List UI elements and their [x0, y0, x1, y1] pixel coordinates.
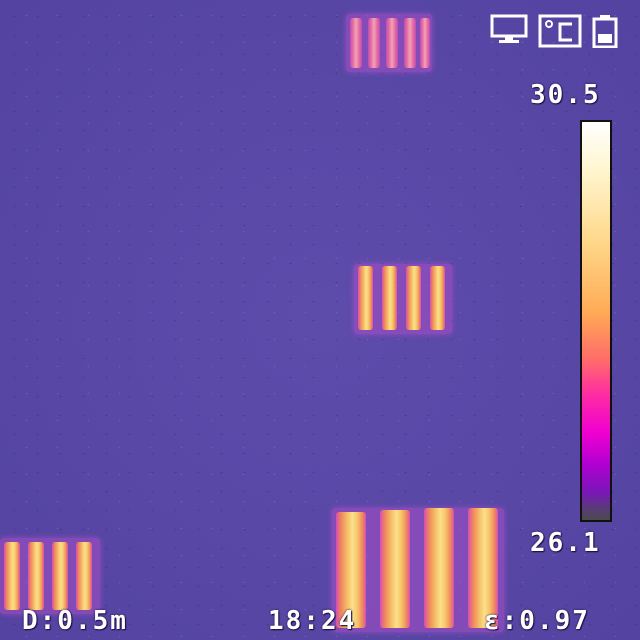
- target-bottom-left-bar-4: [76, 542, 92, 610]
- target-middle-bar-1: [358, 266, 373, 330]
- clock-readout: 18:24: [268, 606, 357, 636]
- celsius-unit-icon[interactable]: [538, 14, 582, 48]
- emissivity-readout: ε:0.97: [484, 606, 590, 636]
- target-top-bar-1: [350, 18, 362, 68]
- monitor-icon[interactable]: [490, 14, 528, 44]
- temperature-color-scale: [580, 120, 612, 522]
- target-bottom-left-bar-3: [52, 542, 68, 610]
- target-middle-bar-4: [430, 266, 445, 330]
- scale-min-temperature: 26.1: [530, 528, 601, 558]
- target-bottom-right-bar-4: [468, 508, 498, 628]
- target-top-bar-5: [420, 18, 430, 68]
- target-bottom-right-bar-3: [424, 508, 454, 628]
- battery-icon: [592, 14, 618, 48]
- distance-readout: D:0.5m: [22, 606, 128, 636]
- target-top-bar-4: [404, 18, 416, 68]
- target-bottom-right-bar-2: [380, 510, 410, 628]
- scale-max-temperature: 30.5: [530, 80, 601, 110]
- target-middle-bar-3: [406, 266, 421, 330]
- target-middle-bar-2: [382, 266, 397, 330]
- target-bottom-left-bar-2: [28, 542, 44, 610]
- target-top-bar-2: [368, 18, 380, 68]
- target-bottom-left-bar-1: [4, 542, 20, 610]
- target-bottom-right-bar-1: [336, 512, 366, 628]
- target-top-bar-3: [386, 18, 398, 68]
